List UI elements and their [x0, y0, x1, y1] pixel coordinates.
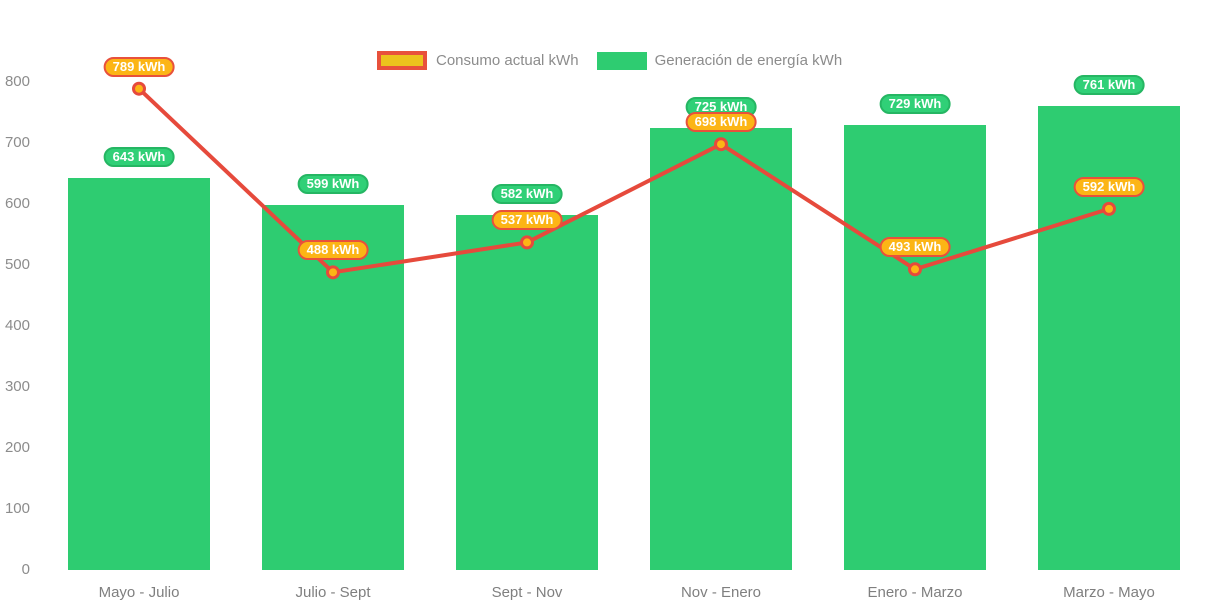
- line-point-marker[interactable]: [132, 81, 146, 96]
- generacion-bar[interactable]: [650, 127, 792, 570]
- y-tick-label: 200: [4, 439, 30, 456]
- y-tick-label: 700: [4, 134, 30, 151]
- x-axis-label: Sept - Nov: [491, 584, 563, 601]
- y-tick-label: 300: [4, 378, 30, 395]
- line-point-marker[interactable]: [326, 265, 340, 280]
- bar-value-label: 599 kWh: [297, 173, 369, 194]
- x-axis-label: Marzo - Mayo: [1063, 584, 1155, 601]
- bar-value-label: 729 kWh: [879, 94, 951, 115]
- line-value-label: 488 kWh: [297, 240, 369, 261]
- x-axis-label: Mayo - Julio: [98, 584, 180, 601]
- line-value-label: 493 kWh: [879, 237, 951, 258]
- legend-item-consumo-actual[interactable]: Consumo actual kWh: [377, 51, 579, 70]
- x-axis-label: Julio - Sept: [295, 584, 371, 601]
- line-value-label: 537 kWh: [491, 210, 563, 231]
- y-tick-label: 100: [4, 500, 30, 517]
- bar-value-label: 582 kWh: [491, 183, 563, 204]
- line-value-label: 592 kWh: [1073, 176, 1145, 197]
- generacion-bar[interactable]: [844, 125, 986, 570]
- y-tick-label: 0: [21, 561, 30, 578]
- y-tick-label: 600: [4, 195, 30, 212]
- x-axis-label: Nov - Enero: [680, 584, 762, 601]
- bar-value-label: 643 kWh: [103, 146, 175, 167]
- legend-label-consumo: Consumo actual kWh: [436, 52, 579, 69]
- line-value-label: 789 kWh: [103, 56, 175, 77]
- line-value-label: 698 kWh: [685, 112, 757, 133]
- consumo-line-swatch-icon: [377, 51, 427, 70]
- line-point-marker[interactable]: [520, 235, 534, 250]
- chart-legend: Consumo actual kWh Generación de energía…: [377, 51, 842, 70]
- generacion-bar[interactable]: [68, 177, 210, 570]
- line-point-marker[interactable]: [908, 262, 922, 277]
- consumo-line: [137, 86, 1111, 275]
- y-tick-label: 500: [4, 256, 30, 273]
- generacion-bar-swatch-icon: [596, 51, 647, 70]
- y-tick-label: 800: [4, 73, 30, 90]
- bar-value-label: 761 kWh: [1073, 74, 1145, 95]
- line-point-marker[interactable]: [1102, 201, 1116, 216]
- generacion-bar[interactable]: [456, 214, 598, 570]
- line-point-marker[interactable]: [714, 137, 728, 152]
- legend-label-generacion: Generación de energía kWh: [654, 52, 843, 69]
- x-axis-label: Enero - Marzo: [867, 584, 963, 601]
- y-tick-label: 400: [4, 317, 30, 334]
- legend-item-generacion-energia[interactable]: Generación de energía kWh: [596, 51, 843, 70]
